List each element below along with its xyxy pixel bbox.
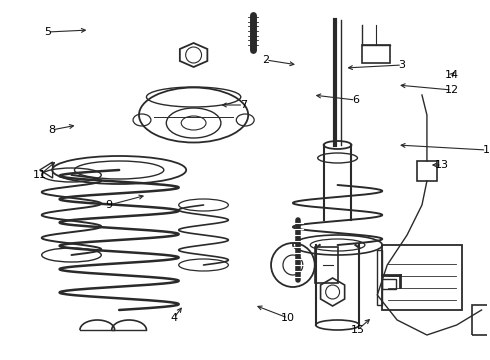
Text: 11: 11 — [33, 170, 47, 180]
Text: 1: 1 — [483, 145, 490, 155]
Bar — [377, 250, 382, 305]
Text: 13: 13 — [435, 160, 449, 170]
Text: 14: 14 — [445, 70, 459, 80]
Text: 12: 12 — [445, 85, 459, 95]
Text: 10: 10 — [281, 313, 295, 323]
Bar — [417, 161, 437, 181]
Text: 7: 7 — [240, 100, 247, 110]
Text: 8: 8 — [48, 125, 55, 135]
Text: 15: 15 — [350, 325, 365, 335]
Text: 4: 4 — [170, 313, 177, 323]
Bar — [382, 245, 462, 310]
Text: 5: 5 — [44, 27, 51, 37]
Text: 3: 3 — [398, 60, 406, 70]
Text: 2: 2 — [263, 55, 270, 65]
Bar — [382, 279, 396, 289]
Text: 9: 9 — [106, 200, 113, 210]
Bar — [363, 45, 390, 63]
Bar — [471, 305, 490, 335]
Text: 6: 6 — [352, 95, 359, 105]
